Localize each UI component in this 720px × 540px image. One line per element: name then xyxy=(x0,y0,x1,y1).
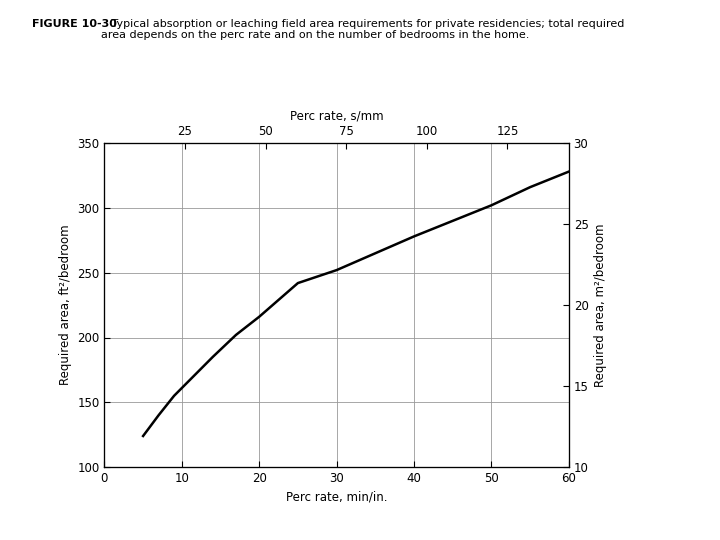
Text: All Rights Reserved: All Rights Reserved xyxy=(432,524,520,534)
X-axis label: Perc rate, min/in.: Perc rate, min/in. xyxy=(286,490,387,503)
Text: ALWAYS LEARNING: ALWAYS LEARNING xyxy=(11,511,135,524)
Text: PEARSON: PEARSON xyxy=(608,509,709,527)
Y-axis label: Required area, ft²/bedroom: Required area, ft²/bedroom xyxy=(59,225,72,386)
Y-axis label: Required area, m²/bedroom: Required area, m²/bedroom xyxy=(594,224,607,387)
X-axis label: Perc rate, s/mm: Perc rate, s/mm xyxy=(289,110,384,123)
Text: Typical absorption or leaching field area requirements for private residencies; : Typical absorption or leaching field are… xyxy=(101,19,624,40)
Text: Copyright © 2015 by Pearson Education, Inc.: Copyright © 2015 by Pearson Education, I… xyxy=(432,508,636,517)
Text: Jerry A. Nathanson | Richard A. Schneider: Jerry A. Nathanson | Richard A. Schneide… xyxy=(191,524,379,534)
Text: Basic Environmental Technology, Sixth Edition: Basic Environmental Technology, Sixth Ed… xyxy=(191,508,400,517)
Text: FIGURE 10-30: FIGURE 10-30 xyxy=(32,19,117,29)
